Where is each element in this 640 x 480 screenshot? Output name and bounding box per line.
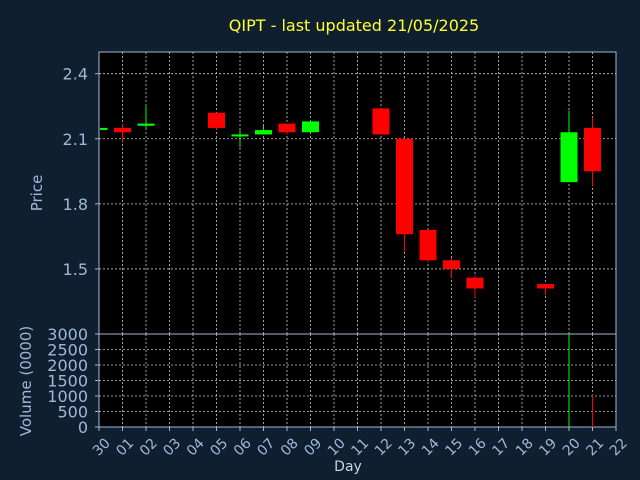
candle-body: [466, 277, 484, 289]
x-tick-label: 15: [442, 435, 466, 459]
price-y-ticks: 2.4 2.1 1.8 1.5: [63, 65, 99, 279]
x-tick-label: 19: [536, 435, 560, 459]
candle-30: [100, 127, 108, 130]
x-tick-label: 18: [513, 435, 537, 459]
price-tick-label: 2.4: [63, 65, 88, 84]
candle-body: [114, 127, 131, 133]
candle-14: [419, 229, 437, 263]
x-axis-label: Day: [334, 459, 362, 475]
x-tick-label: 04: [184, 435, 208, 459]
volume-tick-label: 500: [57, 403, 88, 422]
candle-09: [302, 121, 319, 133]
candle-body: [443, 260, 460, 269]
x-tick-label: 05: [207, 435, 231, 459]
x-tick-label: 20: [560, 435, 584, 459]
x-tick-label: 12: [372, 435, 396, 459]
x-tick-label: 14: [419, 435, 443, 459]
candle-02: [137, 106, 155, 128]
candle-body: [302, 121, 319, 133]
x-tick-label: 21: [583, 435, 607, 459]
candle-12: [372, 108, 390, 135]
x-tick-label: 30: [90, 435, 114, 459]
x-tick-label: 01: [113, 435, 137, 459]
candle-07: [255, 125, 272, 135]
x-tick-label: 03: [160, 435, 184, 459]
candle-body: [208, 112, 225, 128]
x-tick-label: 06: [231, 435, 255, 459]
candles: [100, 106, 601, 298]
x-tick-label: 16: [466, 435, 490, 459]
candle-01: [114, 123, 131, 141]
price-tick-label: 1.8: [63, 195, 88, 214]
x-tick-label: 02: [137, 435, 161, 459]
candle-19: [537, 284, 554, 295]
candle-body: [278, 123, 296, 133]
x-tick-label: 09: [301, 435, 325, 459]
x-ticks: 30 01 02 03 04 05 06 07 08 09 10 11 12 13 14 15 16 17 18 19…: [90, 427, 631, 459]
x-tick-label: 10: [325, 435, 349, 459]
chart-title: QIPT - last updated 21/05/2025: [229, 16, 479, 35]
candle-body: [137, 123, 155, 126]
candle-body: [560, 132, 578, 183]
candle-body: [419, 229, 437, 261]
price-tick-label: 2.1: [63, 130, 88, 149]
volume-tick-label: 2500: [47, 341, 88, 360]
price-tick-label: 1.5: [63, 260, 88, 279]
candle-body: [584, 127, 601, 172]
candle-06: [231, 130, 249, 148]
candle-body: [372, 108, 390, 135]
candle-08: [278, 123, 296, 135]
candle-body: [100, 127, 108, 130]
candle-16: [466, 275, 484, 298]
candle-body: [396, 138, 413, 235]
x-tick-label: 22: [607, 435, 631, 459]
x-tick-label: 17: [489, 435, 513, 459]
price-axis-label: Price: [28, 175, 46, 212]
candle-body: [537, 284, 554, 289]
candle-21: [584, 117, 601, 187]
candle-05: [208, 112, 225, 131]
candle-body: [255, 130, 272, 135]
volume-tick-label: 1500: [47, 372, 88, 391]
volume-bars: [404, 334, 593, 427]
volume-tick-label: 3000: [47, 325, 88, 344]
x-tick-label: 11: [348, 435, 372, 459]
volume-tick-label: 2000: [47, 356, 88, 375]
candle-15: [443, 258, 460, 278]
candle-20: [560, 110, 578, 183]
volume-tick-label: 1000: [47, 387, 88, 406]
x-tick-label: 08: [278, 435, 302, 459]
candle-body: [231, 134, 249, 137]
x-tick-label: 13: [395, 435, 419, 459]
volume-axis-label: Volume (0000): [17, 326, 35, 436]
volume-tick-label: 0: [78, 418, 88, 437]
candle-13: [396, 138, 413, 252]
x-tick-label: 07: [254, 435, 278, 459]
